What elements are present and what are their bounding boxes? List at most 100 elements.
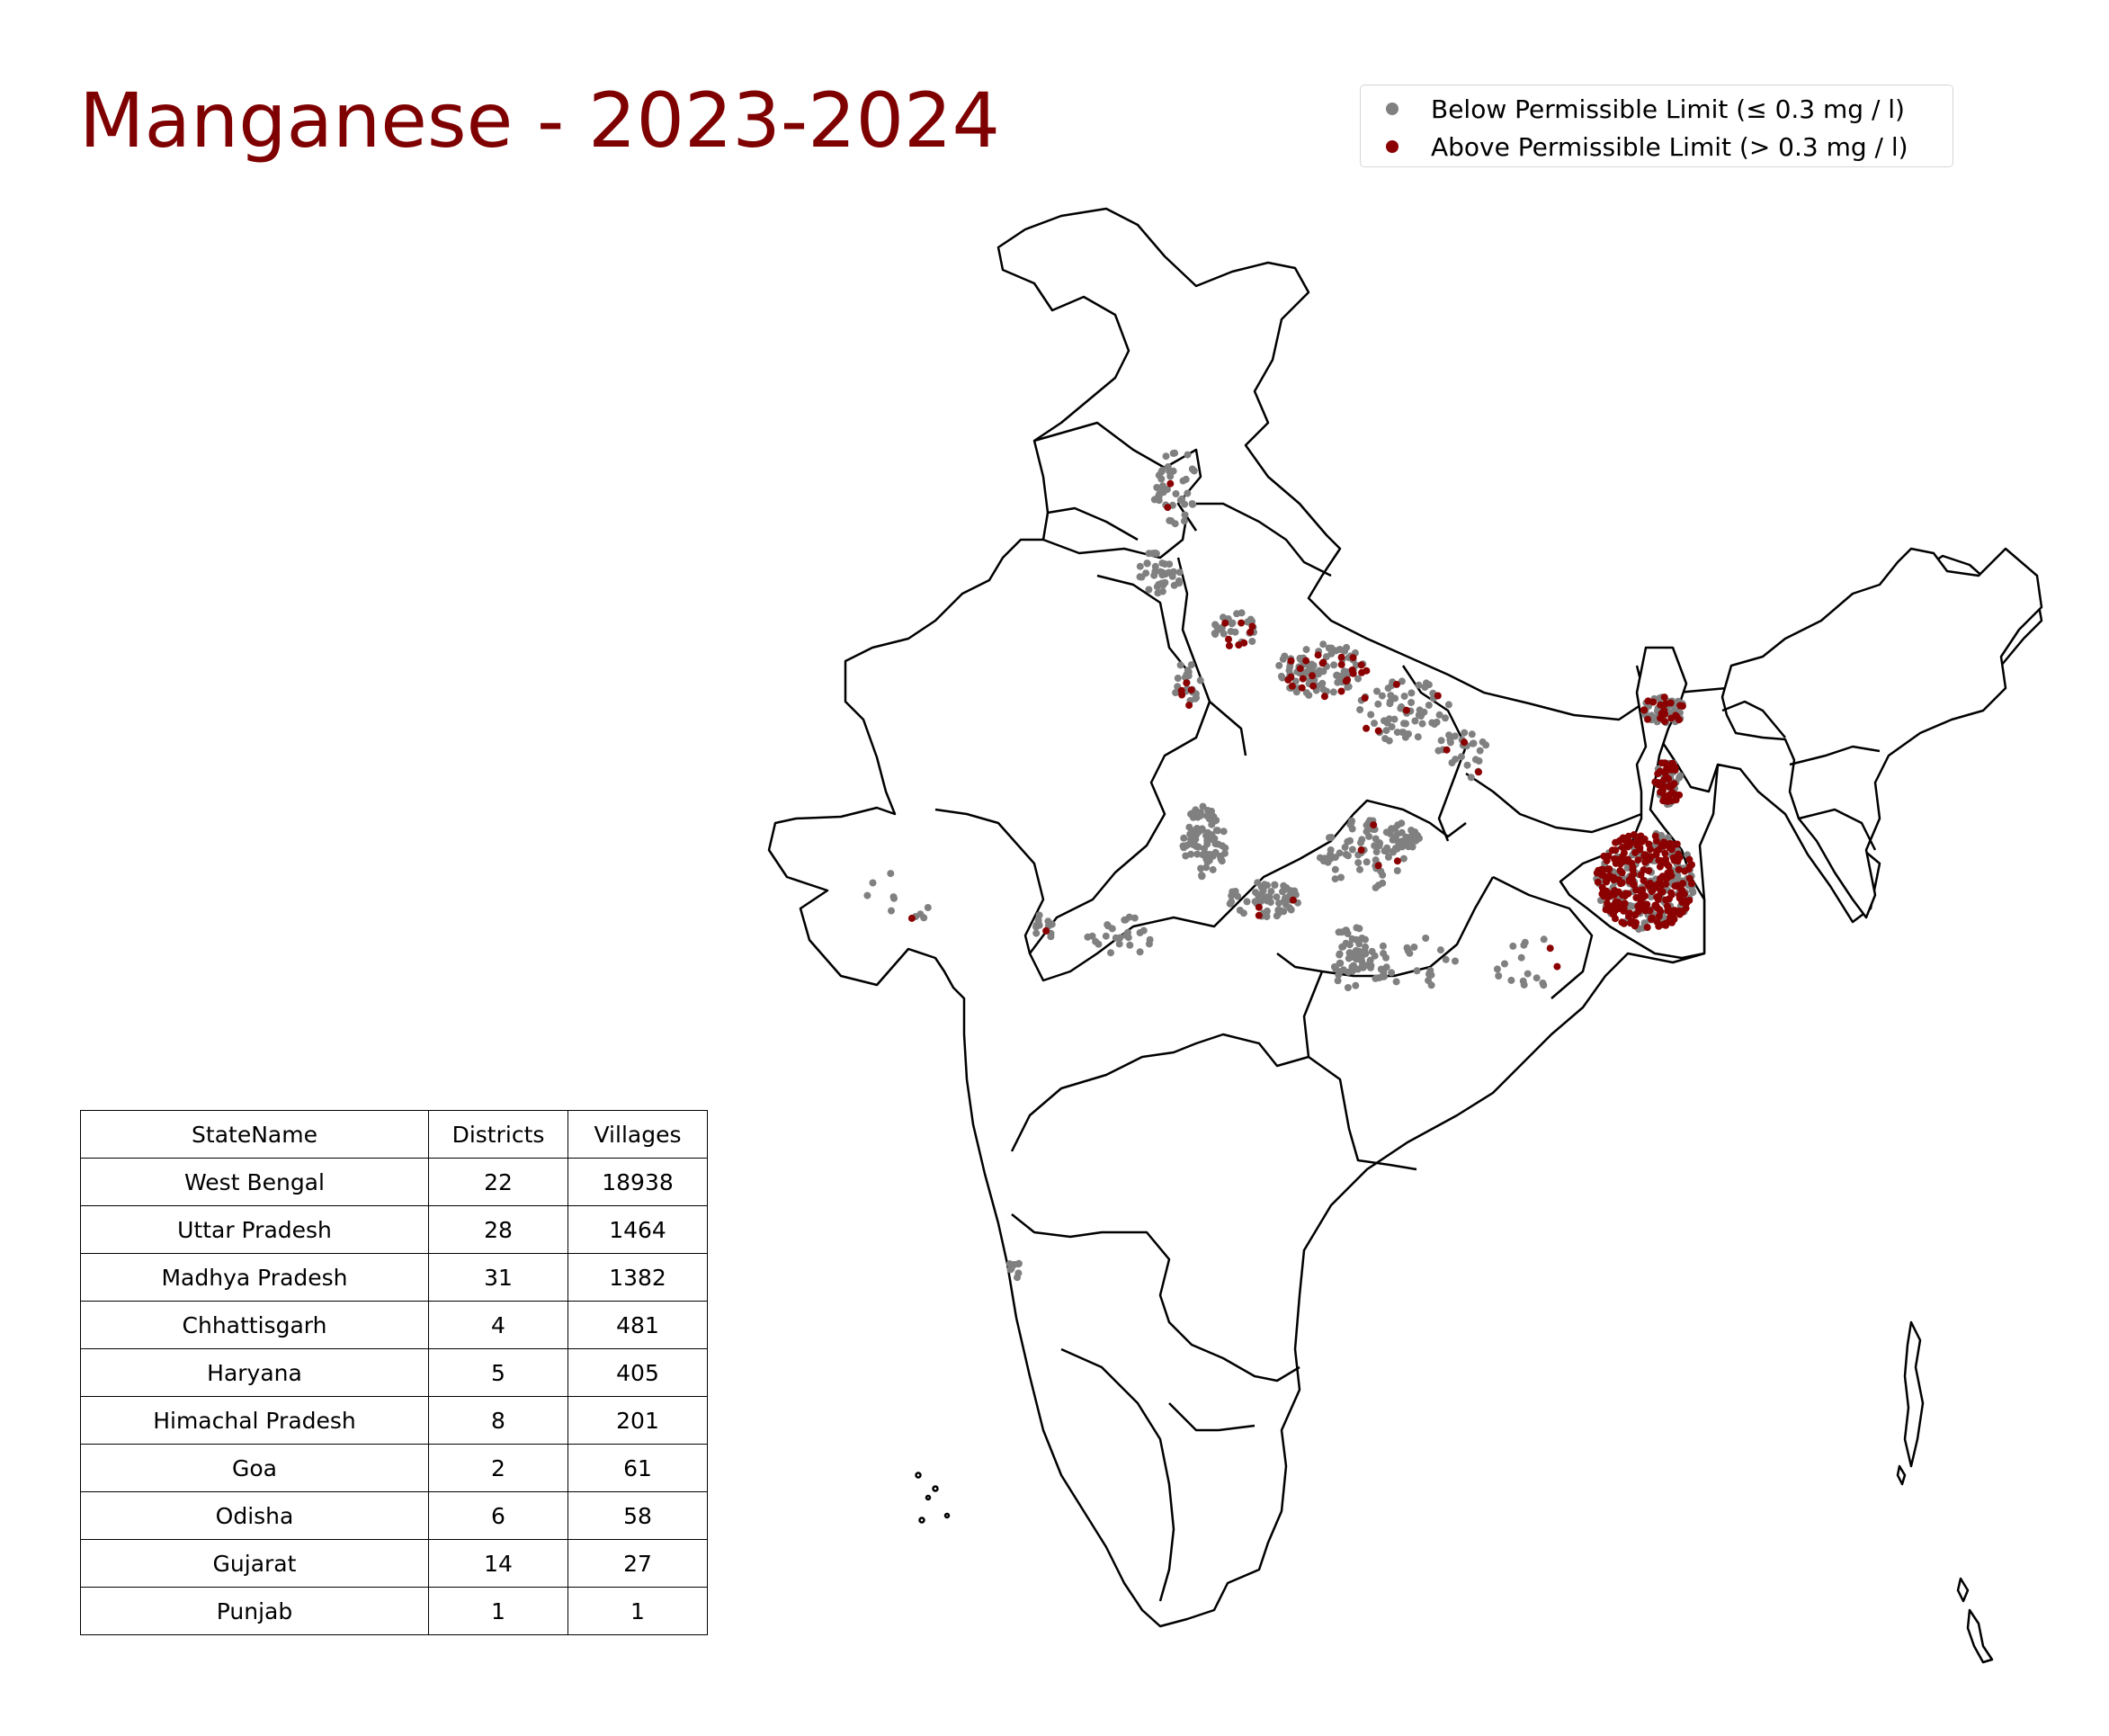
below-limit-point	[1005, 1260, 1014, 1268]
below-limit-point	[1032, 929, 1041, 937]
below-limit-point	[1275, 661, 1283, 669]
above-limit-point	[1627, 839, 1635, 846]
legend-label-below: Below Permissible Limit (≤ 0.3 mg / l)	[1431, 94, 1905, 124]
below-limit-point	[1415, 681, 1423, 689]
below-limit-point	[1267, 888, 1275, 896]
below-limit-point	[1356, 706, 1364, 713]
below-limit-point	[1158, 587, 1166, 595]
above-limit-point	[1657, 788, 1665, 796]
below-limit-point	[1479, 738, 1487, 746]
above-limit-point	[1645, 867, 1653, 875]
below-limit-point	[1136, 562, 1144, 570]
below-limit-point	[1239, 909, 1247, 917]
below-limit-point	[1336, 951, 1344, 959]
below-limit-point	[1174, 675, 1182, 682]
below-limit-point	[1517, 953, 1525, 962]
below-limit-point	[1339, 943, 1347, 951]
below-limit-point	[1168, 572, 1176, 580]
above-limit-point	[907, 914, 916, 922]
above-limit-point	[1594, 878, 1602, 886]
above-limit-point	[1609, 910, 1617, 918]
below-limit-point	[1495, 972, 1503, 980]
below-limit-point	[1394, 821, 1402, 829]
below-limit-point	[1358, 957, 1366, 965]
above-limit-point	[1349, 669, 1357, 677]
above-limit-point	[1655, 781, 1663, 789]
below-limit-point	[1220, 828, 1228, 836]
below-limit-point	[1407, 827, 1416, 834]
above-limit-point	[1661, 849, 1669, 857]
district-count: 6	[428, 1491, 568, 1540]
above-limit-point	[1288, 682, 1296, 690]
below-limit-point	[924, 904, 932, 911]
village-count: 1	[567, 1587, 708, 1635]
below-limit-point	[1248, 638, 1256, 645]
above-limit-point	[1604, 865, 1612, 873]
below-limit-point	[1180, 834, 1188, 842]
above-limit-point	[1648, 914, 1656, 922]
table-header-row: StateName Districts Villages	[80, 1110, 708, 1159]
below-limit-point	[1348, 963, 1356, 971]
below-limit-point	[1122, 916, 1130, 924]
below-limit-point	[1324, 858, 1332, 866]
below-limit-point	[1261, 881, 1268, 889]
below-limit-point	[1393, 729, 1401, 737]
below-limit-point	[1422, 935, 1430, 942]
above-limit-point	[1319, 658, 1327, 667]
below-limit-point	[1187, 661, 1195, 669]
village-count: 481	[567, 1301, 708, 1349]
below-limit-point	[1279, 888, 1286, 896]
below-limit-point	[1218, 625, 1226, 633]
below-limit-point	[1014, 1260, 1023, 1268]
below-limit-point	[1279, 655, 1287, 663]
below-limit-point	[1381, 972, 1389, 980]
below-limit-point	[1383, 719, 1391, 727]
above-limit-point	[1357, 661, 1365, 669]
below-limit-point	[1188, 465, 1196, 473]
below-limit-point	[1150, 496, 1158, 504]
below-limit-point	[1367, 711, 1375, 719]
below-limit-point	[889, 893, 898, 901]
district-count: 1	[428, 1587, 568, 1635]
below-limit-point	[1326, 834, 1333, 842]
below-limit-point	[1415, 711, 1423, 719]
below-limit-point	[1332, 647, 1340, 655]
below-limit-point	[1034, 917, 1042, 925]
below-limit-point	[1271, 881, 1279, 889]
above-limit-point	[1631, 911, 1640, 919]
below-limit-point	[1442, 955, 1450, 963]
above-limit-point	[1667, 699, 1675, 707]
above-limit-point	[1686, 862, 1694, 870]
above-limit-point	[1677, 885, 1685, 893]
below-limit-point	[1260, 911, 1268, 919]
below-limit-point	[1388, 826, 1396, 834]
above-limit-point	[1634, 856, 1642, 864]
state-name: Haryana	[80, 1348, 429, 1397]
below-limit-point	[1353, 935, 1361, 944]
above-limit-point	[1629, 917, 1637, 926]
below-limit-point	[1266, 899, 1274, 907]
below-limit-point	[1398, 828, 1406, 837]
above-limit-point	[1553, 962, 1561, 971]
below-limit-point	[1358, 935, 1366, 942]
above-limit-point	[1178, 691, 1186, 699]
below-limit-point	[1337, 873, 1345, 881]
below-limit-point	[1176, 497, 1184, 505]
below-limit-point	[1333, 671, 1341, 679]
below-limit-point	[1282, 900, 1290, 908]
below-limit-point	[1379, 871, 1387, 879]
below-limit-point	[1176, 661, 1184, 669]
above-limit-point	[1675, 716, 1683, 724]
state-name: Gujarat	[80, 1539, 429, 1588]
below-limit-point	[1252, 889, 1259, 897]
below-limit-point	[1344, 852, 1352, 860]
below-limit-point	[1346, 837, 1354, 845]
below-limit-point	[1345, 968, 1353, 976]
below-limit-point	[1393, 837, 1401, 846]
below-limit-point	[1425, 681, 1433, 689]
below-limit-point	[1356, 865, 1363, 873]
above-limit-point	[1289, 896, 1297, 904]
below-limit-point	[1331, 875, 1339, 883]
below-limit-point	[1184, 667, 1192, 675]
below-limit-point	[1172, 490, 1180, 497]
